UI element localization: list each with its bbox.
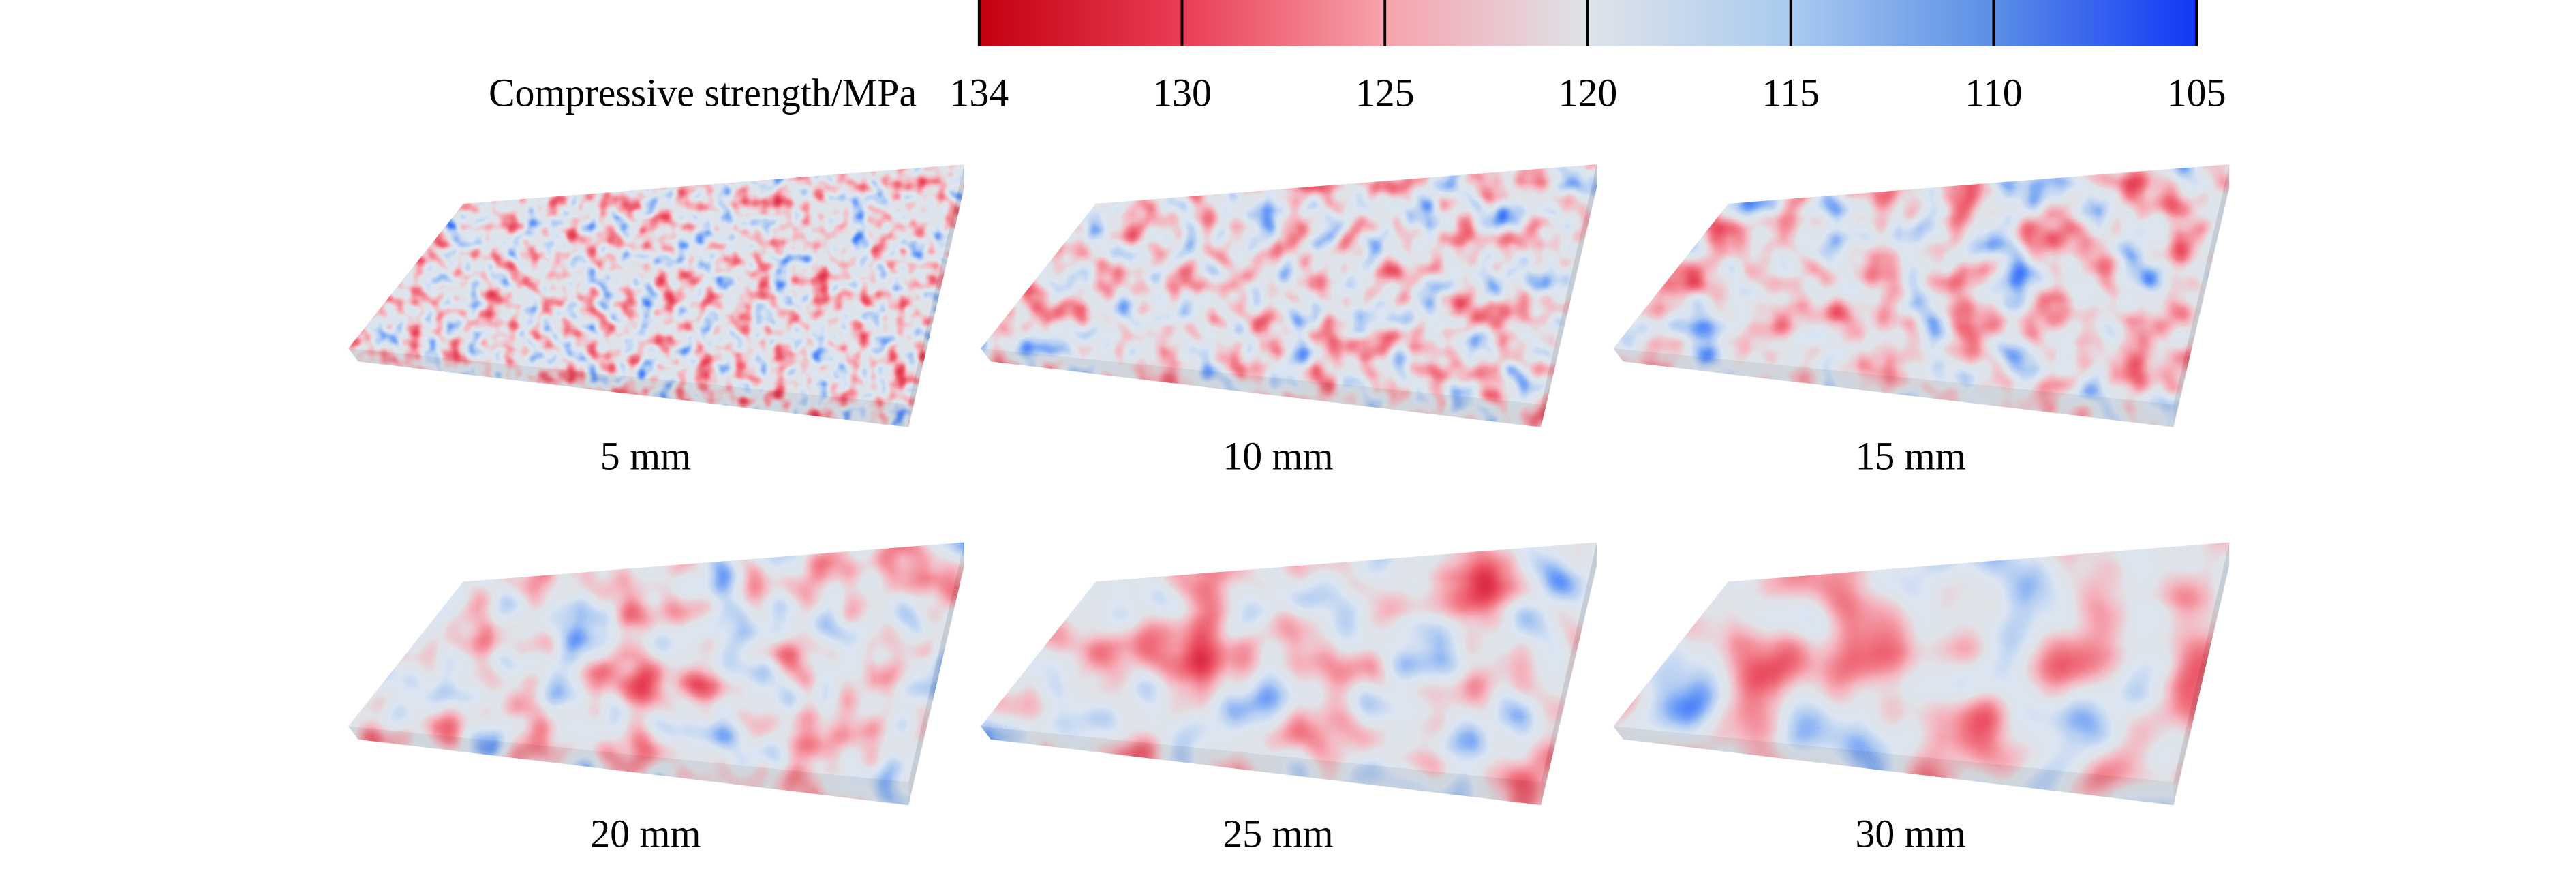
panel-label: 5 mm	[600, 434, 691, 478]
slab	[348, 164, 965, 427]
colorbar-tick-label: 134	[949, 71, 1009, 115]
slab-side-face	[2173, 164, 2230, 427]
slab-side-face	[908, 542, 965, 806]
slab-side-face	[1541, 164, 1597, 427]
slab-side-face	[908, 164, 965, 427]
colorbar-tick-label: 120	[1559, 71, 1618, 115]
panel-label: 10 mm	[1223, 434, 1333, 478]
colorbar-tick-label: 125	[1355, 71, 1415, 115]
slab-front-face	[1613, 726, 2174, 806]
slab-front-face	[981, 726, 1542, 806]
colorbar-label: Compressive strength/MPa	[489, 71, 917, 115]
slab	[348, 542, 965, 806]
slab-front-face	[348, 348, 909, 427]
slab	[981, 164, 1597, 427]
colorbar-tick-label: 105	[2167, 71, 2226, 115]
slab	[981, 542, 1597, 806]
slab-side-face	[1541, 542, 1597, 806]
slab-front-face	[1613, 348, 2174, 427]
slab	[1613, 542, 2230, 806]
colorbar-tick-label: 130	[1152, 71, 1212, 115]
panel-label: 15 mm	[1855, 434, 1965, 478]
slab-side-face	[2173, 542, 2230, 806]
colorbar-tick-label: 110	[1965, 71, 2023, 115]
panel-label: 30 mm	[1855, 812, 1965, 856]
panel-label: 20 mm	[590, 812, 701, 856]
panel-label: 25 mm	[1223, 812, 1333, 856]
figure-content: Compressive strength/MPa 134 130 125 120 115…	[348, 0, 2230, 856]
slab-front-face	[981, 348, 1542, 427]
slab-front-face	[348, 726, 909, 806]
slab	[1613, 164, 2230, 427]
colorbar-tick-label: 115	[1762, 71, 1820, 115]
